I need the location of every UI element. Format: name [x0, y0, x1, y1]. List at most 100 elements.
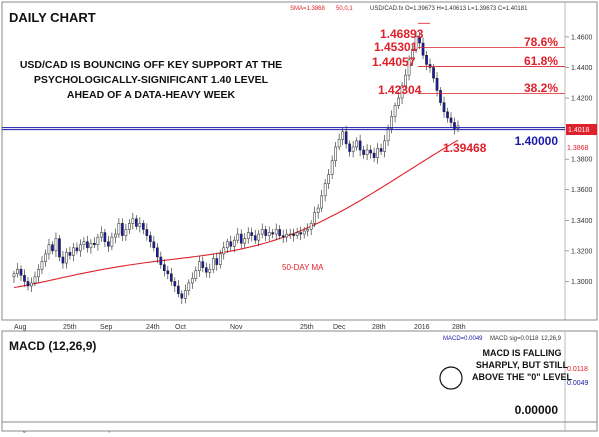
candle-body-22: [89, 242, 93, 249]
price-axis-ticks: 1.4600 1.4400 1.4200 1.3800 1.3600 1.3400 1.32…: [565, 34, 593, 286]
candle-body-50: [187, 282, 191, 291]
candle-body-124: [446, 111, 449, 119]
candle-body-56: [208, 268, 212, 273]
macd-signal-value: 0.0118: [567, 366, 588, 373]
candle-body-34: [131, 218, 135, 224]
candle-body-91: [330, 160, 334, 175]
x-label-3: 24th: [146, 324, 160, 331]
x-label-2: Sep: [100, 324, 113, 331]
candle-body-57: [211, 258, 215, 270]
candle-body-2: [19, 268, 23, 276]
candle-body-99: [358, 140, 362, 151]
candle-body-12: [54, 238, 58, 252]
candle-body-52: [194, 270, 198, 279]
macd-zero-label: 0.00000: [515, 403, 559, 417]
candle-body-90: [327, 174, 330, 184]
macd-note-2: SHARPLY, BUT STILL: [476, 360, 569, 370]
candle-body-86: [313, 212, 316, 224]
x-label-10: 28th: [452, 324, 466, 331]
candle-body-126: [453, 122, 456, 129]
candle-body-74: [271, 232, 275, 235]
candle-body-11: [51, 244, 54, 252]
candle-body-54: [201, 261, 205, 268]
candle-body-101: [365, 149, 369, 155]
price-tick-label-1: 1.4400: [571, 65, 593, 72]
candle-body-31: [121, 223, 124, 236]
candle-body-17: [72, 247, 75, 256]
fib-label-618: 61.8%: [524, 54, 558, 68]
fib-label-786: 78.6%: [524, 35, 558, 49]
candle-body-26: [103, 232, 107, 242]
candle-body-29: [114, 233, 117, 238]
candle-body-108: [390, 116, 393, 129]
candle-body-10: [47, 244, 51, 255]
candle-body-109: [393, 105, 397, 117]
candle-body-18: [75, 247, 79, 252]
macd-title: MACD (12,26,9): [9, 339, 96, 353]
candle-body-37: [142, 223, 145, 230]
x-label-4: Oct: [175, 324, 186, 331]
candle-body-73: [267, 232, 271, 236]
level-label-382: 1.42304: [378, 83, 422, 97]
candle-body-58: [215, 258, 219, 265]
candle-body-88: [320, 195, 323, 209]
ohlc-legend: USD/CAD.fx O=1.39673 H=1.40613 L=1.39673…: [370, 6, 528, 12]
candle-body-47: [176, 285, 180, 294]
candle-body-25: [100, 232, 103, 238]
candle-body-72: [264, 229, 268, 236]
candle-body-82: [299, 232, 303, 235]
candle-body-67: [246, 232, 250, 239]
candle-body-122: [439, 90, 442, 103]
headline-line-3: AHEAD OF A DATA-HEAVY WEEK: [67, 89, 236, 101]
candle-body-71: [260, 229, 264, 235]
macd-note-1: MACD IS FALLING: [483, 348, 562, 358]
candle-body-6: [33, 276, 37, 284]
price-panel-frame: [1, 1, 598, 321]
candle-body-84: [306, 229, 310, 232]
price-tick-label-4: 1.3600: [571, 187, 593, 194]
candle-body-44: [166, 270, 170, 275]
candle-body-69: [253, 235, 257, 241]
macd-value: 0.0049: [567, 380, 589, 387]
candle-body-95: [344, 131, 348, 145]
low-label: 1.39468: [443, 141, 487, 155]
candle-body-13: [58, 238, 61, 258]
candle-body-92: [334, 146, 337, 161]
candle-body-63: [232, 239, 236, 247]
candle-body-80: [292, 233, 296, 236]
macd-legend: MACD=0.0049: [443, 336, 483, 342]
macd-params-legend: 12,26,9: [541, 336, 562, 342]
candle-body-61: [225, 241, 229, 249]
candle-body-42: [159, 256, 163, 265]
candle-body-24: [96, 236, 100, 246]
candle-body-53: [197, 261, 201, 271]
sma-price-label: 1.3868: [567, 145, 589, 152]
candle-body-40: [152, 241, 156, 249]
candle-body-7: [37, 268, 40, 278]
level-label-786: 1.45301: [374, 40, 418, 54]
candle-body-79: [288, 233, 292, 236]
candle-body-4: [26, 281, 30, 287]
candle-body-59: [218, 253, 222, 265]
candle-body-65: [239, 233, 243, 244]
x-label-0: Aug: [14, 324, 27, 331]
candle-body-33: [128, 223, 131, 230]
headline-line-2: PSYCHOLOGICALLY-SIGNIFICANT 1.40 LEVEL: [34, 74, 269, 86]
candle-body-107: [386, 128, 390, 142]
x-label-9: 2016: [414, 324, 430, 331]
current-price-tag: [566, 124, 597, 135]
candle-body-36: [138, 223, 142, 227]
x-label-5: Nov: [230, 324, 243, 331]
candle-body-78: [285, 233, 289, 238]
candle-body-30: [117, 223, 121, 235]
candle-body-104: [376, 148, 379, 158]
candle-body-55: [204, 267, 208, 273]
candle-body-110: [397, 97, 400, 106]
candle-body-83: [302, 230, 306, 235]
candle-body-20: [82, 241, 86, 246]
candle-body-115: [414, 36, 418, 50]
chart-title: DAILY CHART: [9, 10, 96, 25]
level-label-high: 1.46893: [380, 27, 424, 41]
candle-body-123: [442, 102, 446, 113]
